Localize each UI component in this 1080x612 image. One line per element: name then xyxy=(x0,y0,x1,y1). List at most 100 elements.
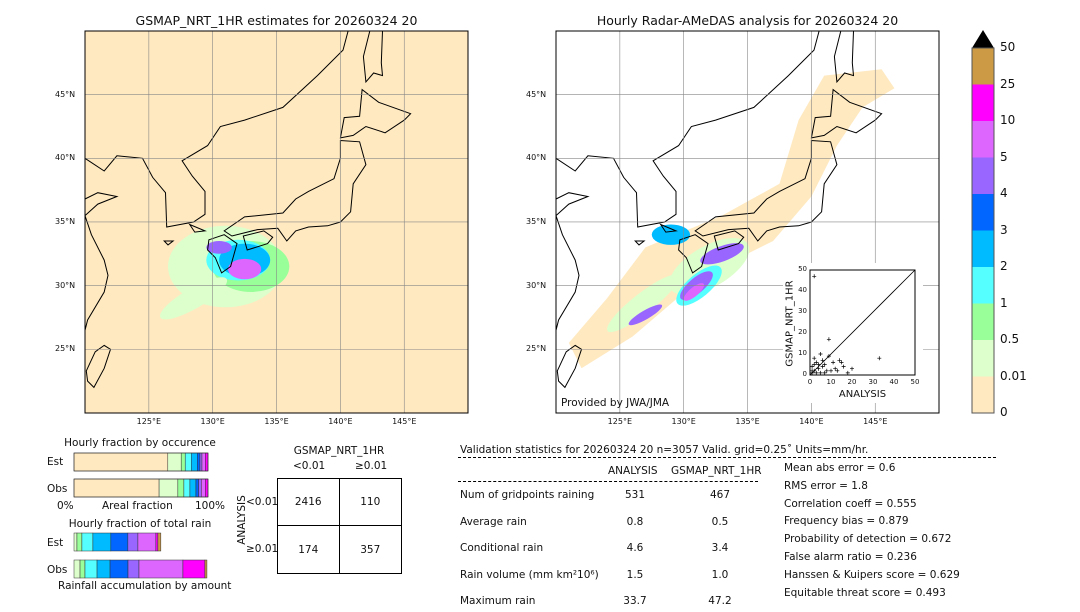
coastline xyxy=(84,192,119,331)
coastline xyxy=(634,240,646,246)
bar-segment xyxy=(183,478,191,498)
bar-segment xyxy=(201,452,206,472)
left-map-title: GSMAP_NRT_1HR estimates for 20260324 20 xyxy=(135,13,418,28)
score-line: Mean abs error = 0.6 xyxy=(784,462,896,474)
contingency-row-1: ≥0.01 xyxy=(246,543,279,555)
bar-segment xyxy=(96,559,111,579)
bar-segment xyxy=(73,559,81,579)
colorbar-segment xyxy=(972,194,994,231)
occurrence-title: Hourly fraction by occurence xyxy=(64,437,216,449)
scatter-plot xyxy=(809,269,916,376)
scatter-point xyxy=(826,337,831,342)
stat-label: Average rain xyxy=(460,515,527,528)
occ-x-left: 0% xyxy=(57,500,74,512)
lat-tick-label: 25°N xyxy=(55,344,76,354)
coastline xyxy=(810,88,883,139)
colorbar-segment xyxy=(972,157,994,194)
validation-header: Validation statistics for 20260324 20 n=… xyxy=(460,444,869,456)
coastline xyxy=(678,234,709,274)
scatter-point xyxy=(839,360,844,365)
lon-tick-label: 135°E xyxy=(735,417,760,426)
lat-tick-label: 35°N xyxy=(55,216,76,226)
occurrence-bars xyxy=(73,452,209,498)
map-frame xyxy=(84,30,469,414)
contingency-table: 2416 110 174 357 xyxy=(277,478,402,574)
colorbar-label: 4 xyxy=(1000,186,1008,200)
bar-segment xyxy=(198,478,202,498)
rain-area xyxy=(607,274,679,333)
bar-segment xyxy=(205,452,209,472)
scatter-point xyxy=(816,366,821,371)
one-to-one-line xyxy=(809,269,916,376)
bar-segment xyxy=(180,452,186,472)
colorbar-extend-arrow xyxy=(972,30,994,48)
colorbar-label: 5 xyxy=(1000,149,1008,164)
score-line: RMS error = 1.8 xyxy=(784,479,868,492)
stat-gsmap: 3.4 xyxy=(711,542,729,554)
credit-text: Provided by JWA/JMA xyxy=(561,397,670,409)
cell-false-alarm: 110 xyxy=(339,479,401,526)
stat-gsmap: 47.2 xyxy=(708,595,732,607)
bar-segment xyxy=(204,559,208,579)
lon-tick-label: 125°E xyxy=(607,417,632,426)
lon-tick-label: 140°E xyxy=(799,417,824,426)
scatter-y-tick: 40 xyxy=(798,286,807,294)
bar-frame xyxy=(73,478,209,498)
bar-segment xyxy=(127,559,140,579)
bar-segment xyxy=(110,532,129,552)
lat-tick-label: 25°N xyxy=(526,344,547,354)
rain-area xyxy=(700,243,744,265)
colorbar-segment xyxy=(972,303,994,340)
lat-tick-label: 30°N xyxy=(55,280,76,290)
bar-segment xyxy=(138,559,184,579)
score-line: Probability of detection = 0.672 xyxy=(784,533,952,546)
bar-segment xyxy=(79,559,86,579)
bar-segment xyxy=(76,532,83,552)
bar-segment xyxy=(205,478,209,498)
score-line: Hanssen & Kuipers score = 0.629 xyxy=(784,568,960,581)
right-map-title: Hourly Radar-AMeDAS analysis for 2026032… xyxy=(596,13,899,28)
scatter-point xyxy=(810,368,815,373)
coastline xyxy=(163,240,175,246)
total-rain-bars xyxy=(73,532,208,579)
total-rain-title: Hourly fraction of total rain xyxy=(68,518,212,530)
bar-segment xyxy=(199,452,203,472)
scatter-x-tick: 30 xyxy=(868,378,878,386)
coastline xyxy=(694,139,838,242)
coastline xyxy=(555,192,590,331)
colorbar-label: 0.01 xyxy=(1000,368,1027,383)
scatter-point xyxy=(820,358,825,363)
lat-tick-label: 40°N xyxy=(526,153,547,163)
rain-area xyxy=(159,277,228,320)
scatter-y-tick: 20 xyxy=(798,328,807,336)
bar-segment xyxy=(109,559,129,579)
scatter-point xyxy=(820,364,825,369)
scatter-point xyxy=(818,352,823,356)
occ-x-mid: Areal fraction xyxy=(102,500,173,512)
bar-segment xyxy=(182,559,206,579)
scatter-y-tick: 50 xyxy=(798,265,807,273)
coastline xyxy=(242,230,274,251)
cell-miss: 174 xyxy=(278,526,340,573)
colorbar-label: 0 xyxy=(1000,405,1008,419)
divider xyxy=(458,457,996,458)
bar-segment xyxy=(73,452,169,472)
scatter-point xyxy=(833,366,838,371)
scatter-point xyxy=(814,360,819,365)
rain-area xyxy=(228,258,262,280)
scatter-point xyxy=(812,356,817,361)
scatter-y-tick: 10 xyxy=(798,349,807,357)
divider xyxy=(458,481,758,482)
scatter-point xyxy=(835,368,840,373)
tot-est-label: Est xyxy=(47,537,64,549)
score-line: Equitable threat score = 0.493 xyxy=(784,586,946,599)
coastline xyxy=(207,234,238,274)
scatter-point xyxy=(837,358,842,363)
stat-analysis: 531 xyxy=(624,489,646,501)
scatter-xlabel: ANALYSIS xyxy=(838,389,887,400)
bar-segment xyxy=(73,532,78,552)
scatter-point xyxy=(824,368,829,373)
bar-segment xyxy=(155,532,159,552)
gsmap-map xyxy=(84,30,469,414)
